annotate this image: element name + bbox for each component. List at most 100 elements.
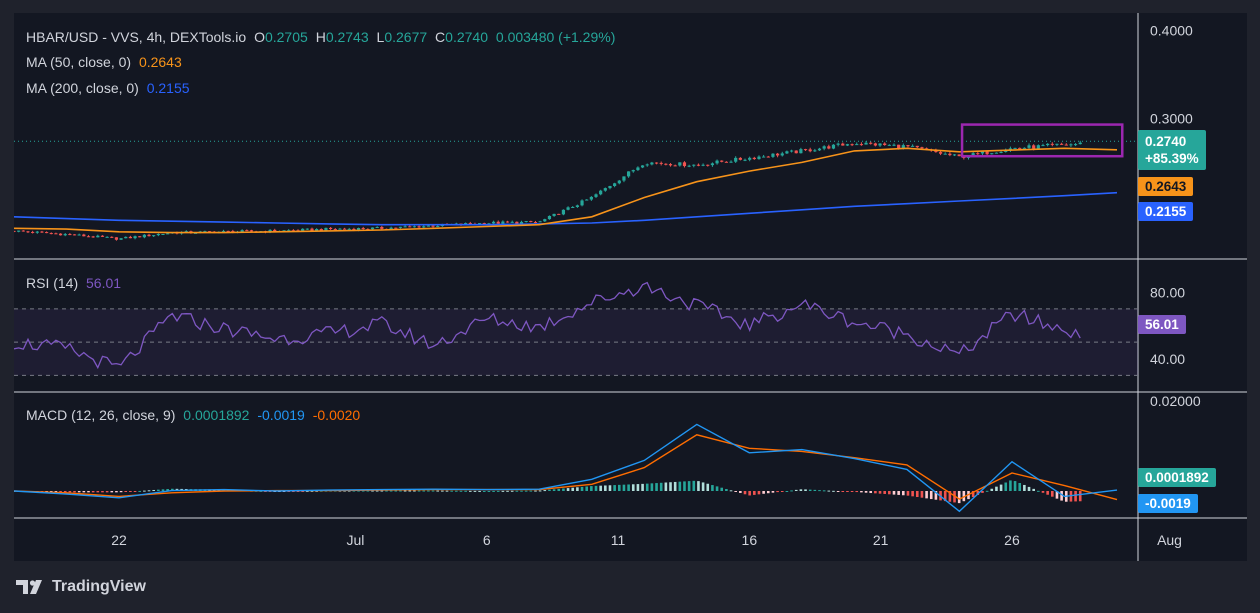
candle-body <box>622 176 626 181</box>
macd-histogram-bar <box>888 491 891 495</box>
candle-body <box>841 143 845 146</box>
macd-histogram-bar <box>818 490 821 492</box>
macd-histogram-bar <box>73 491 76 493</box>
candle-body <box>827 146 831 149</box>
chart-canvas[interactable]: 22 Jul 6 11 16 21 26 Aug 0.4000 0.3000 80.00 40.00 0… <box>14 13 1247 561</box>
low-value: 0.2677 <box>384 29 428 45</box>
candle-body <box>17 230 21 232</box>
ma50-legend[interactable]: MA (50, close, 0) 0.2643 <box>26 54 186 70</box>
candle-body <box>748 157 752 160</box>
candle-body <box>305 228 309 230</box>
macd-histogram-bar <box>413 490 416 492</box>
macd-histogram-bar <box>422 490 426 492</box>
macd-histogram-bar <box>687 481 691 491</box>
candle-body <box>324 227 328 231</box>
ma200-value: 0.2155 <box>146 80 190 96</box>
candle-body <box>96 235 100 238</box>
candle-body <box>654 162 659 164</box>
candle-body <box>692 164 696 166</box>
macd-signal-value: -0.0019 <box>257 407 305 423</box>
macd-histogram-bar <box>301 491 304 492</box>
candle-body <box>40 231 44 233</box>
candle-body <box>464 223 468 225</box>
candle-body <box>762 156 766 158</box>
macd-histogram-bar <box>734 491 737 492</box>
macd-histogram-bar <box>585 486 588 491</box>
candle-body <box>161 234 165 236</box>
macd-histogram-bar <box>87 491 90 493</box>
candle-body <box>994 152 999 154</box>
candle-body <box>14 230 16 232</box>
macd-histogram-bar <box>520 490 523 492</box>
macd-histogram-bar <box>473 490 477 492</box>
chart-panel[interactable]: 22 Jul 6 11 16 21 26 Aug 0.4000 0.3000 80.00 40.00 0… <box>14 13 1247 561</box>
macd-histogram-bar <box>590 486 593 491</box>
change-value: 0.003480 (+1.29%) <box>495 29 616 45</box>
candle-body <box>375 226 379 228</box>
candle-body <box>799 149 803 154</box>
macd-histogram-bar <box>68 491 72 493</box>
candle-body <box>54 233 58 235</box>
rsi-legend[interactable]: RSI (14) 56.01 <box>26 275 125 291</box>
candle-body <box>370 227 375 230</box>
candle-body <box>729 161 733 163</box>
candle-body <box>389 227 393 230</box>
candle-body <box>68 234 72 236</box>
macd-histogram-bar <box>920 491 924 498</box>
close-label: C <box>435 29 446 45</box>
candle-body <box>245 230 249 232</box>
high-label: H <box>315 29 326 45</box>
macd-histogram-bar <box>753 491 756 495</box>
macd-histogram-bar <box>510 490 514 492</box>
candle-body <box>431 225 435 227</box>
macd-histogram-bar <box>1032 488 1035 491</box>
candle-body <box>943 153 947 155</box>
macd-histogram-bar <box>566 488 570 491</box>
candle-body <box>63 234 67 236</box>
tradingview-logo[interactable]: TradingView <box>16 576 146 598</box>
candle-body <box>436 226 440 228</box>
candle-body <box>91 236 95 238</box>
candle-body <box>100 235 105 237</box>
macd-legend[interactable]: MACD (12, 26, close, 9) 0.0001892 -0.001… <box>26 407 364 423</box>
macd-histogram-bar <box>580 486 584 491</box>
macd-histogram-bar <box>166 489 169 491</box>
candle-body <box>110 236 114 238</box>
macd-histogram-bar <box>548 489 551 491</box>
candle-body <box>650 162 654 165</box>
ma200-legend[interactable]: MA (200, close, 0) 0.2155 <box>26 80 194 96</box>
macd-badge: 0.0001892 <box>1138 468 1216 487</box>
macd-histogram-bar <box>310 490 314 492</box>
macd-histogram-bar <box>115 491 118 493</box>
candle-body <box>892 144 896 146</box>
macd-histogram-bar <box>627 484 630 491</box>
candle-body <box>72 234 77 236</box>
candle-body <box>342 228 347 230</box>
candle-body <box>403 226 407 228</box>
price-axis-tick-label: 0.4000 <box>1150 23 1193 39</box>
open-label: O <box>254 29 265 45</box>
candle-body <box>831 144 836 149</box>
macd-histogram-bar <box>357 490 360 492</box>
macd-histogram-bar <box>138 490 142 492</box>
macd-histogram-bar <box>883 491 886 494</box>
macd-histogram-bar <box>869 491 873 494</box>
candle-body <box>491 221 496 224</box>
candle-body <box>645 164 649 166</box>
candle-body <box>836 143 840 145</box>
price-badge: 0.2740 +85.39% <box>1138 130 1206 170</box>
macd-histogram-bar <box>455 490 458 492</box>
macd-histogram-bar <box>59 491 62 493</box>
candle-body <box>580 200 584 206</box>
candle-body <box>706 164 710 166</box>
macd-histogram-bar <box>161 489 165 491</box>
candle-body <box>864 142 868 145</box>
macd-histogram-bar <box>846 491 849 492</box>
macd-histogram-bar <box>957 491 961 504</box>
candle-body <box>1004 150 1008 152</box>
candle-body <box>412 226 417 228</box>
macd-histogram-bar <box>399 490 402 492</box>
candle-body <box>501 221 505 224</box>
macd-histogram-bar <box>780 491 784 492</box>
macd-histogram-bar <box>804 489 807 491</box>
